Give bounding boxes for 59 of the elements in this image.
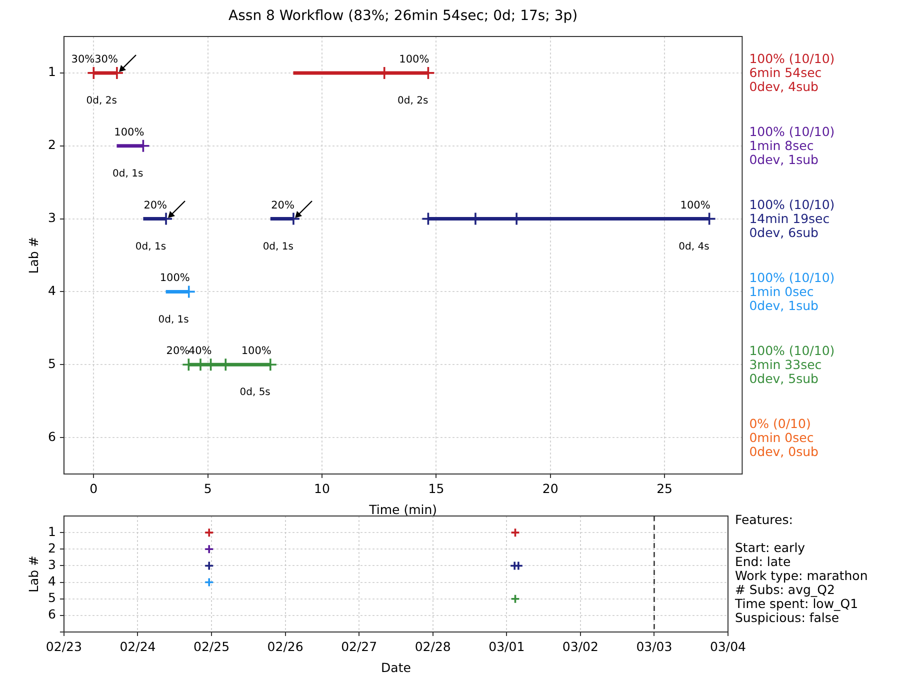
x-tick-label: 02/23 (46, 638, 82, 654)
x-tick-label: 0 (90, 480, 98, 496)
annotation: 0d, 4s (678, 241, 710, 252)
x-tick-label: 10 (314, 480, 330, 496)
x-tick-label: 02/24 (120, 638, 156, 654)
annotation: 100% (399, 53, 430, 66)
annotation: 30% (71, 53, 95, 66)
text: 100% (10/10) 1min 8sec 0dev, 1sub (749, 124, 835, 167)
text: 100% (10/10) 14min 19sec 0dev, 6sub (749, 196, 835, 240)
x-tick-label: 03/02 (562, 638, 598, 654)
annotation: 100% (160, 272, 190, 284)
annotation: 20% (166, 345, 190, 358)
legend-label: 0% (0/10) 0min 0sec 0dev, 0sub (749, 416, 818, 459)
text: 100% (10/10) 3min 33sec 0dev, 5sub (749, 342, 835, 386)
text: 100% (10/10) 6min 54sec 0dev, 4sub (749, 50, 835, 94)
y-tick-label: 1 (48, 524, 56, 539)
x-tick-label: 03/01 (488, 638, 525, 654)
y-tick-label: 5 (48, 590, 56, 606)
x-tick-label: 02/28 (414, 638, 451, 654)
x-tick-label: 02/27 (341, 638, 378, 654)
y-axis-title: Lab # (26, 236, 41, 274)
annotation: 20% (144, 199, 168, 212)
annotation: 30% (94, 53, 118, 66)
annotation: 0d, 2s (398, 96, 428, 107)
annotation: 100% (114, 126, 144, 138)
annotation: 100% (241, 345, 272, 358)
y-tick-label: 4 (48, 282, 56, 298)
x-tick-label: 03/03 (636, 638, 672, 654)
y-tick-label: 4 (48, 574, 56, 589)
x-tick-label: 20 (542, 480, 558, 496)
annotation: 0d, 1s (262, 241, 294, 252)
x-tick-label: 03/04 (710, 638, 746, 654)
text: Features: Start: early End: late Work type: marathon # Subs: avg_Q2 Time spent: low_Q1 Suspicious: false (734, 512, 868, 625)
x-tick-label: 02/26 (267, 638, 304, 654)
x-tick-label: 5 (204, 480, 212, 496)
y-tick-label: 2 (48, 137, 56, 152)
annotation: 40% (188, 345, 212, 358)
y-tick-label: 6 (48, 428, 56, 444)
y-tick-label: 6 (48, 606, 56, 622)
x-tick-label: 25 (656, 480, 673, 496)
y-tick-label: 5 (48, 356, 56, 371)
x-tick-label: 02/25 (194, 638, 230, 654)
y-tick-label: 3 (48, 556, 56, 572)
x-tick-label: 15 (428, 480, 444, 496)
y-tick-label: 1 (48, 64, 56, 80)
annotation: 100% (680, 199, 710, 212)
y-axis-title: Lab # (26, 555, 41, 593)
text: 100% (10/10) 1min 0sec 0dev, 1sub (749, 270, 835, 313)
annotation: 0d, 1s (135, 241, 166, 252)
y-tick-label: 2 (48, 540, 56, 556)
x-axis-title: Time (min) (368, 502, 438, 517)
annotation: 0d, 5s (240, 387, 270, 398)
annotation: 20% (271, 199, 294, 212)
annotation: 0d, 2s (86, 96, 117, 107)
y-tick-label: 3 (48, 210, 56, 226)
annotation: 0d, 1s (112, 168, 144, 180)
chart-title: Assn 8 Workflow (83%; 26min 54sec; 0d; 17s; 3p) (228, 8, 578, 24)
x-axis-title: Date (381, 660, 412, 675)
annotation: 0d, 1s (158, 314, 189, 326)
